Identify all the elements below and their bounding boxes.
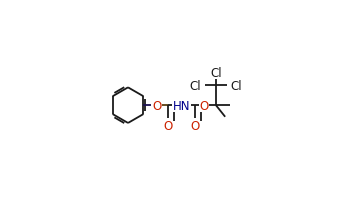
Text: O: O xyxy=(190,119,200,132)
Text: O: O xyxy=(200,99,209,112)
Text: HN: HN xyxy=(173,99,190,112)
Text: Cl: Cl xyxy=(230,79,242,92)
Text: O: O xyxy=(164,119,173,132)
Text: O: O xyxy=(152,99,161,112)
Text: Cl: Cl xyxy=(190,79,201,92)
Text: Cl: Cl xyxy=(210,67,222,79)
